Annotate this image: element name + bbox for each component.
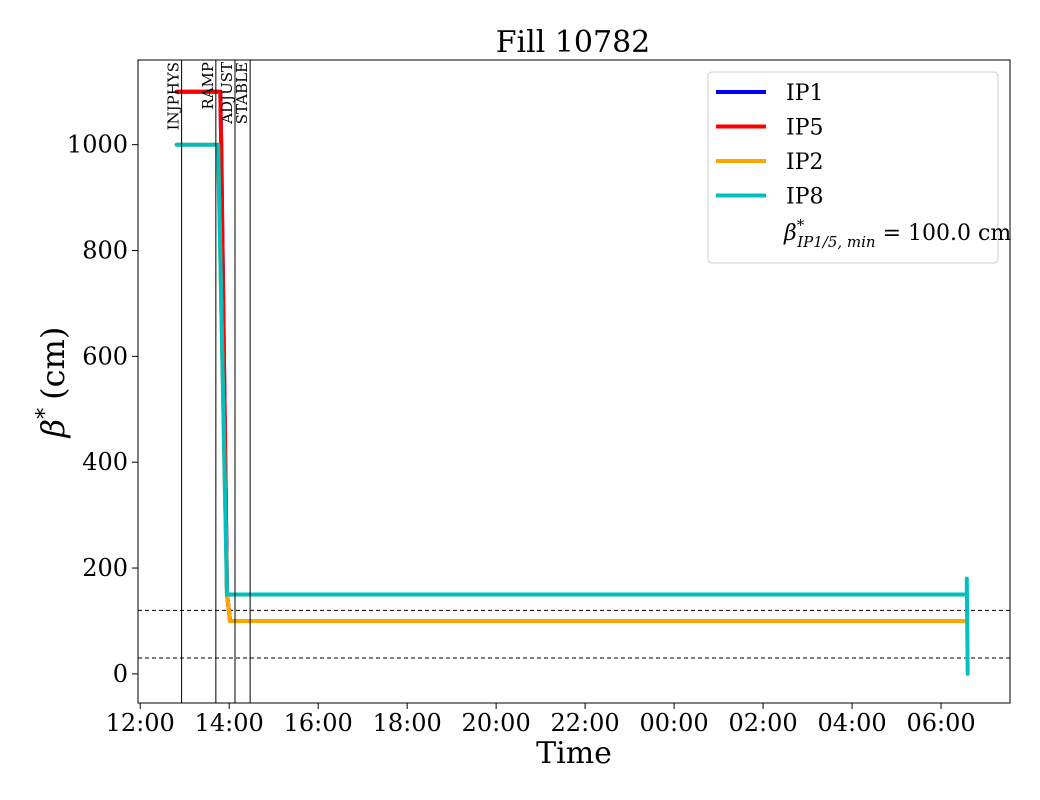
legend-note-sup: * xyxy=(797,216,805,234)
legend-label-ip2: IP2 xyxy=(786,150,824,175)
y-axis-label: β* (cm) xyxy=(33,327,72,439)
x-tick-label: 00:00 xyxy=(640,709,709,737)
legend-note-symbol: β xyxy=(783,221,797,246)
legend-label-ip8: IP8 xyxy=(786,185,824,210)
series-line-ip8 xyxy=(174,142,970,676)
x-tick-label: 18:00 xyxy=(373,709,442,737)
x-tick-label: 16:00 xyxy=(284,709,353,737)
y-tick-label: 1000 xyxy=(67,131,128,159)
phase-label-stable: STABLE xyxy=(233,62,251,124)
phase-label-ramp: RAMP xyxy=(199,62,217,110)
y-tick-label: 600 xyxy=(82,342,128,370)
plot-frame xyxy=(137,59,1011,704)
y-tick-label: 800 xyxy=(82,237,128,265)
y-tick-label: 0 xyxy=(113,660,128,688)
legend-label-ip1: IP1 xyxy=(786,81,824,106)
y-axis-label-sup: * xyxy=(33,408,58,419)
x-tick-label: 12:00 xyxy=(106,709,175,737)
legend-label-ip5: IP5 xyxy=(786,116,824,141)
x-tick-label: 06:00 xyxy=(906,709,975,737)
x-tick-label: 22:00 xyxy=(551,709,620,737)
chart-title: Fill 10782 xyxy=(496,25,651,60)
legend-note: β* IP1/5, min = 100.0 cm xyxy=(783,216,1011,251)
phase-label-injphys: INJPHYS xyxy=(165,62,183,130)
legend-box xyxy=(707,71,999,264)
y-tick-label: 200 xyxy=(82,554,128,582)
legend: IP1 IP5 IP2 IP8 β* IP1/5, min = 100.0 cm xyxy=(707,71,1011,264)
x-tick-label: 02:00 xyxy=(728,709,797,737)
x-tick-label: 04:00 xyxy=(817,709,886,737)
x-axis-label: Time xyxy=(536,736,612,771)
phase-label-adjust: ADJUST xyxy=(218,62,236,125)
y-axis-label-symbol: β xyxy=(34,419,72,439)
y-axis-label-unit: (cm) xyxy=(34,327,72,400)
x-tick-label: 20:00 xyxy=(462,709,531,737)
legend-note-sub: IP1/5, min xyxy=(796,233,875,251)
legend-note-value: = 100.0 cm xyxy=(876,221,1012,246)
y-tick-label: 400 xyxy=(82,448,128,476)
x-tick-label: 14:00 xyxy=(195,709,264,737)
